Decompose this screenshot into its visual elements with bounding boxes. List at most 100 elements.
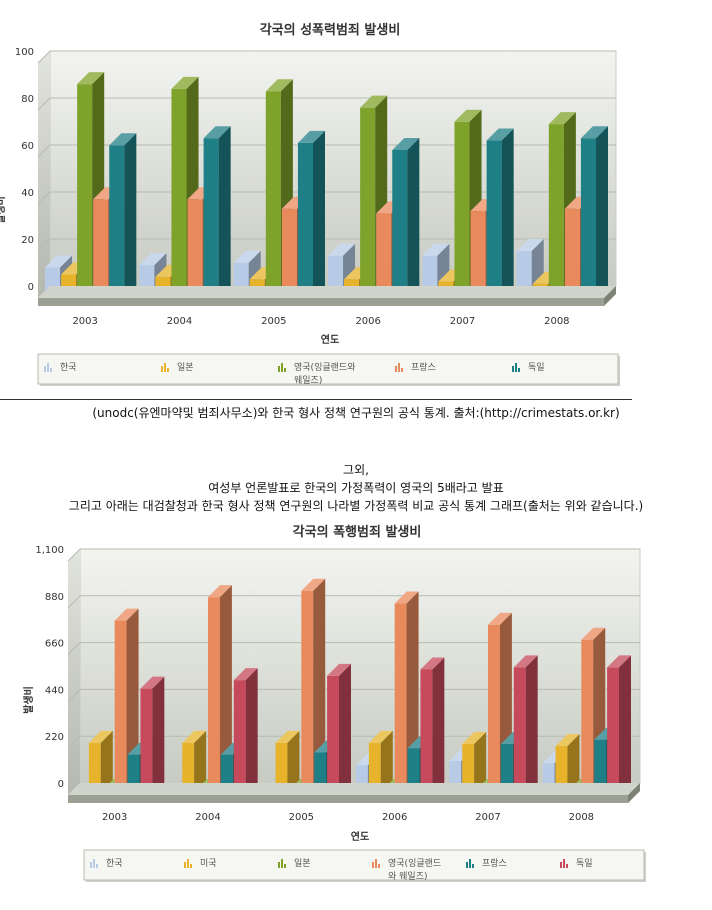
bar-독일-2006 bbox=[392, 137, 420, 298]
bar-side bbox=[313, 578, 326, 795]
bar-front bbox=[356, 765, 368, 795]
legend-bar-icon bbox=[401, 368, 403, 372]
legend-bar-icon bbox=[96, 864, 98, 868]
bar-front bbox=[594, 739, 607, 795]
y-tick-label: 880 bbox=[45, 592, 64, 603]
bar-front bbox=[327, 675, 339, 795]
legend-label: 웨일즈) bbox=[294, 374, 322, 386]
gridline-side bbox=[67, 548, 81, 562]
bar-front bbox=[449, 760, 462, 795]
assault-crime-chart: 각국의 폭행범죄 발생비 0 220 440 660 880 1,100 발생비 2003 200… bbox=[22, 524, 646, 882]
middle-text-line3: 그리고 아래는 대검찰청과 한국 형사 정책 연구원의 나라별 가정폭력 비교 … bbox=[68, 499, 644, 513]
bar-독일-2007 bbox=[486, 128, 514, 298]
bar-front bbox=[368, 742, 381, 795]
legend-bar-icon bbox=[190, 864, 192, 868]
x-tick-label: 2007 bbox=[450, 316, 475, 327]
bar-side bbox=[287, 730, 300, 795]
bar-독일-2008 bbox=[607, 655, 631, 795]
bar-front bbox=[454, 121, 470, 298]
y-tick-label: 0 bbox=[58, 779, 64, 790]
legend-bar-icon bbox=[375, 859, 377, 868]
x-tick-label: 2008 bbox=[569, 812, 594, 823]
bar-top bbox=[422, 243, 450, 256]
bar-top bbox=[171, 76, 199, 89]
x-tick-label: 2006 bbox=[355, 316, 380, 327]
legend-bar-icon bbox=[512, 366, 514, 372]
bar-front bbox=[77, 84, 93, 299]
legend-item-독일: 독일 bbox=[560, 858, 593, 869]
legend-bar-icon bbox=[281, 363, 283, 372]
bar-독일-2005 bbox=[327, 663, 351, 795]
bar-영국(잉글랜드와 웨일즈)-2005 bbox=[301, 578, 326, 795]
bar-front bbox=[182, 742, 195, 795]
bar-top bbox=[182, 730, 207, 743]
bar-front bbox=[220, 754, 233, 795]
bar-side bbox=[194, 730, 207, 795]
bar-front bbox=[564, 208, 580, 298]
legend-label: 독일 bbox=[528, 362, 545, 373]
floor-top bbox=[68, 783, 640, 795]
bar-side bbox=[525, 655, 538, 795]
bar-front bbox=[548, 124, 564, 298]
x-tick-label: 2007 bbox=[475, 812, 500, 823]
chart-title: 각국의 성폭력범죄 발생비 bbox=[260, 22, 401, 38]
bar-front bbox=[555, 746, 568, 795]
legend-item-미국: 미국 bbox=[184, 858, 217, 869]
bar-top bbox=[454, 109, 482, 122]
legend-bar-icon bbox=[167, 368, 169, 372]
y-tick-label: 440 bbox=[45, 685, 64, 696]
gridline-side bbox=[37, 97, 51, 111]
bar-front bbox=[203, 138, 219, 298]
y-tick-label: 20 bbox=[21, 235, 34, 246]
legend-label: 독일 bbox=[576, 858, 593, 869]
y-tick-label: 1,100 bbox=[35, 545, 64, 556]
bar-top bbox=[109, 133, 137, 146]
bar-front bbox=[208, 597, 220, 795]
floor-front bbox=[38, 298, 604, 306]
floor-side bbox=[628, 783, 640, 803]
plot-side-wall bbox=[68, 549, 80, 795]
legend-label: 영국(잉글랜드와 bbox=[294, 361, 355, 373]
source-note: (unodc(유엔마약및 범죄사무소)와 한국 형사 정책 연구원의 공식 통계… bbox=[92, 406, 620, 420]
legend-bar-icon bbox=[466, 862, 468, 868]
bar-side bbox=[567, 734, 580, 795]
y-tick-label: 220 bbox=[45, 732, 64, 743]
bar-top bbox=[516, 239, 544, 251]
bar-side bbox=[152, 676, 165, 795]
gridline-side bbox=[67, 595, 81, 609]
legend-bar-icon bbox=[515, 363, 517, 372]
floor-front bbox=[68, 795, 628, 803]
x-tick-label: 2008 bbox=[544, 316, 569, 327]
bar-side bbox=[124, 133, 137, 298]
x-tick-label: 2004 bbox=[167, 316, 192, 327]
bar-side bbox=[380, 730, 393, 795]
legend-label: 한국 bbox=[106, 858, 123, 869]
bar-top bbox=[368, 730, 393, 743]
bar-top bbox=[360, 95, 388, 108]
y-tick-label: 0 bbox=[28, 282, 34, 293]
bar-front bbox=[109, 145, 125, 298]
bar-미국-2006 bbox=[368, 730, 393, 795]
legend-box bbox=[37, 353, 619, 385]
gridline-side bbox=[37, 144, 51, 158]
bar-side bbox=[245, 668, 258, 795]
middle-text: 그외, 여성부 언론발표로 한국의 가정폭력이 영국의 5배라고 발표 그리고 … bbox=[0, 461, 712, 515]
bar-top bbox=[580, 126, 608, 139]
legend-item-한국: 한국 bbox=[90, 858, 123, 869]
legend-item-한국: 한국 bbox=[44, 362, 77, 373]
legend-bar-icon bbox=[566, 864, 568, 868]
bar-front bbox=[281, 208, 297, 298]
bar-front bbox=[607, 667, 619, 795]
bar-front bbox=[93, 199, 109, 298]
bar-front bbox=[513, 667, 526, 795]
divider-line bbox=[0, 399, 632, 400]
legend-label: 일본 bbox=[294, 858, 311, 869]
x-tick-label: 2005 bbox=[261, 316, 286, 327]
x-tick-label: 2005 bbox=[289, 812, 314, 823]
bar-side bbox=[219, 585, 232, 795]
bar-front bbox=[580, 138, 596, 298]
bar-front bbox=[394, 603, 407, 795]
bar-top bbox=[139, 253, 167, 266]
bar-side bbox=[474, 731, 487, 795]
legend-bar-icon bbox=[184, 862, 186, 868]
